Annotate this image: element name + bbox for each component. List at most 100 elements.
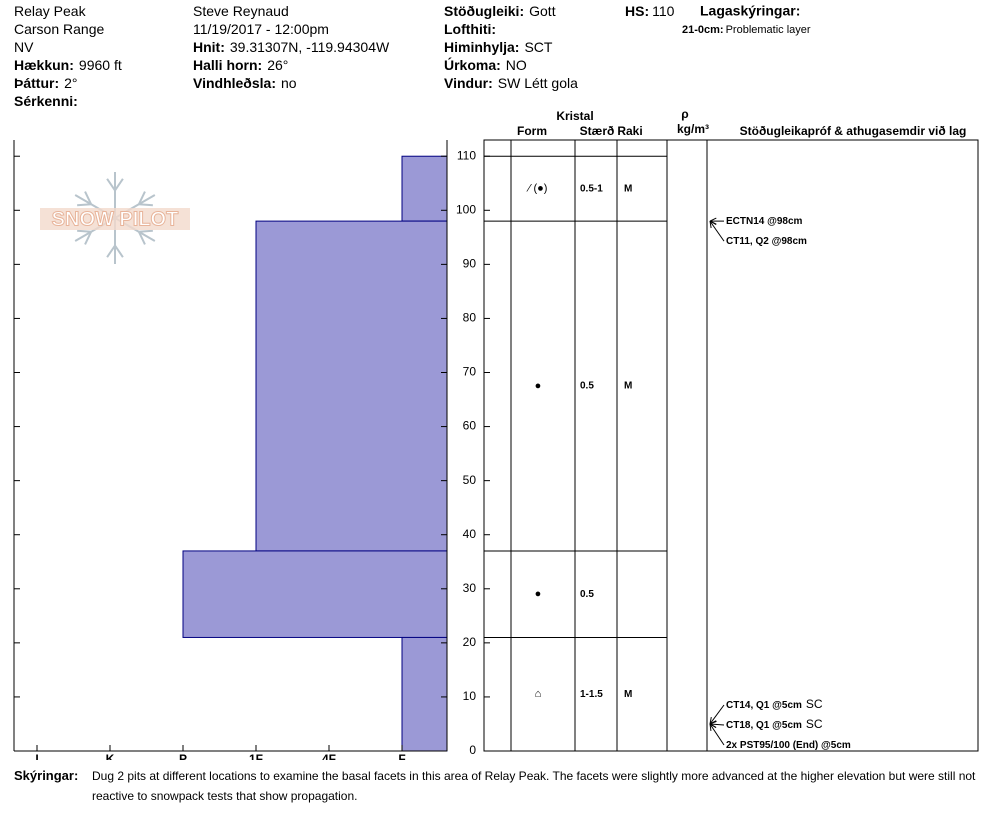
arrow-head xyxy=(709,716,712,725)
field-text: NV xyxy=(14,39,34,55)
header-field: Þáttur: 2° xyxy=(14,75,78,91)
y-tick-label: 40 xyxy=(463,527,477,541)
hs-value: 110 xyxy=(652,3,675,19)
y-tick-label: 20 xyxy=(463,635,477,649)
notes-text: Dug 2 pits at different locations to exa… xyxy=(92,769,976,803)
y-tick-label: 50 xyxy=(463,473,477,487)
x-tick-label: P xyxy=(179,752,187,760)
arrow-head xyxy=(709,220,717,225)
hs-label: HS: xyxy=(625,3,649,19)
logo-stroke xyxy=(77,229,92,233)
hs: HS: 110 xyxy=(625,3,675,19)
logo-stroke xyxy=(138,231,146,245)
test-name: CT18, Q1 @5cm xyxy=(726,720,802,731)
arrow-head xyxy=(709,723,712,731)
header-field: 11/19/2017 - 12:00pm xyxy=(193,21,329,37)
field-text: 11/19/2017 - 12:00pm xyxy=(193,21,329,37)
y-tick-label: 80 xyxy=(463,311,477,325)
notes-label: Skýringar: xyxy=(14,768,79,783)
test-label: CT14, Q1 @5cm SC xyxy=(726,697,823,711)
logo-text: SNOW PILOT xyxy=(52,208,179,230)
logo-stroke xyxy=(84,191,92,205)
header-field: Steve Reynaud xyxy=(193,3,289,19)
logo-band xyxy=(40,208,190,230)
layer-form: ● xyxy=(535,380,542,392)
field-value: no xyxy=(281,75,297,91)
field-value: 39.31307N, -119.94304W xyxy=(230,39,390,55)
layer-size: 0.5 xyxy=(580,589,594,600)
table-frame xyxy=(483,139,979,752)
field-label: Himinhylja: xyxy=(444,39,519,55)
y-tick-label: 30 xyxy=(463,581,477,595)
x-tick-label: 1F xyxy=(249,752,263,760)
test-label: CT18, Q1 @5cm SC xyxy=(726,717,823,731)
field-label: Úrkoma: xyxy=(444,56,501,73)
arrow-head xyxy=(709,723,717,728)
field-label: Hnit: xyxy=(193,39,225,55)
field-label: Halli horn: xyxy=(193,57,262,73)
x-tick-label: 4F xyxy=(322,752,336,760)
logo-stroke xyxy=(138,229,153,233)
test-fracture: SC xyxy=(806,697,823,711)
field-value: SCT xyxy=(524,39,552,55)
header-field: Stöðugleiki: Gott xyxy=(444,3,556,19)
x-tick-label: F xyxy=(398,752,405,760)
header-field: Carson Range xyxy=(14,21,104,37)
test-arrow xyxy=(709,723,725,746)
column-header: Stöðugleikapróf & athugasemdir við lag xyxy=(740,124,967,138)
header-field: Úrkoma: NO xyxy=(444,56,527,73)
y-tick-label: 10 xyxy=(463,689,477,703)
test-name: CT11, Q2 @98cm xyxy=(726,236,807,247)
field-label: Lofthiti: xyxy=(444,21,496,37)
column-header: Stærð xyxy=(580,124,615,138)
layer-size: 0.5-1 xyxy=(580,183,603,194)
logo-stroke xyxy=(84,231,92,245)
test-label: CT11, Q2 @98cm xyxy=(726,236,807,247)
arrow-head xyxy=(709,720,717,725)
field-label: Vindur: xyxy=(444,75,493,91)
field-label: Stöðugleiki: xyxy=(444,3,524,19)
field-value: 26° xyxy=(267,57,288,73)
test-arrow xyxy=(709,220,725,242)
logo-stroke xyxy=(114,178,124,191)
layer-moisture: M xyxy=(624,381,632,392)
logo-stroke xyxy=(114,245,124,258)
field-label: Vindhleðsla: xyxy=(193,75,276,91)
layer-size: 1-1.5 xyxy=(580,689,603,700)
layer-moisture: M xyxy=(624,689,632,700)
field-text: Carson Range xyxy=(14,21,104,37)
column-header: ρ xyxy=(681,107,688,121)
y-tick-label: 0 xyxy=(469,743,476,757)
column-header: kg/m³ xyxy=(677,122,709,136)
layer-form: ⁄ (●) xyxy=(526,183,548,195)
test-name: 2x PST95/100 (End) @5cm xyxy=(726,740,851,751)
field-value: 2° xyxy=(64,75,77,91)
layer-moisture: M xyxy=(624,183,632,194)
header-field: Lofthiti: xyxy=(444,21,496,37)
header-field: Vindhleðsla: no xyxy=(193,75,297,91)
test-label: ECTN14 @98cm xyxy=(726,216,803,227)
field-value: NO xyxy=(506,57,527,73)
legend-title: Lagaskýringar: xyxy=(700,3,800,19)
column-header: Form xyxy=(517,124,547,138)
field-label: Sérkenni: xyxy=(14,93,78,109)
logo-stroke xyxy=(138,191,146,205)
x-tick-label: K xyxy=(106,752,115,760)
test-name: CT14, Q1 @5cm xyxy=(726,700,802,711)
hardness-bar xyxy=(401,155,448,222)
header-field: Hækkun: 9960 ft xyxy=(14,57,122,73)
notes: Skýringar: Dug 2 pits at different locat… xyxy=(14,766,994,806)
y-tick-label: 90 xyxy=(463,257,477,271)
y-tick-label: 60 xyxy=(463,419,477,433)
hardness-bar xyxy=(255,220,448,552)
legend-entry: 21-0cm: Problematic layer xyxy=(682,24,811,36)
header-field: Hnit: 39.31307N, -119.94304W xyxy=(193,39,390,55)
test-arrow xyxy=(709,704,725,725)
layer-form: ⌂ xyxy=(535,688,542,700)
header-field: Halli horn: 26° xyxy=(193,57,288,73)
column-header: Kristal xyxy=(556,109,593,123)
column-header: Raki xyxy=(617,124,642,138)
logo-stroke xyxy=(138,203,153,207)
header-field: Himinhylja: SCT xyxy=(444,39,553,55)
